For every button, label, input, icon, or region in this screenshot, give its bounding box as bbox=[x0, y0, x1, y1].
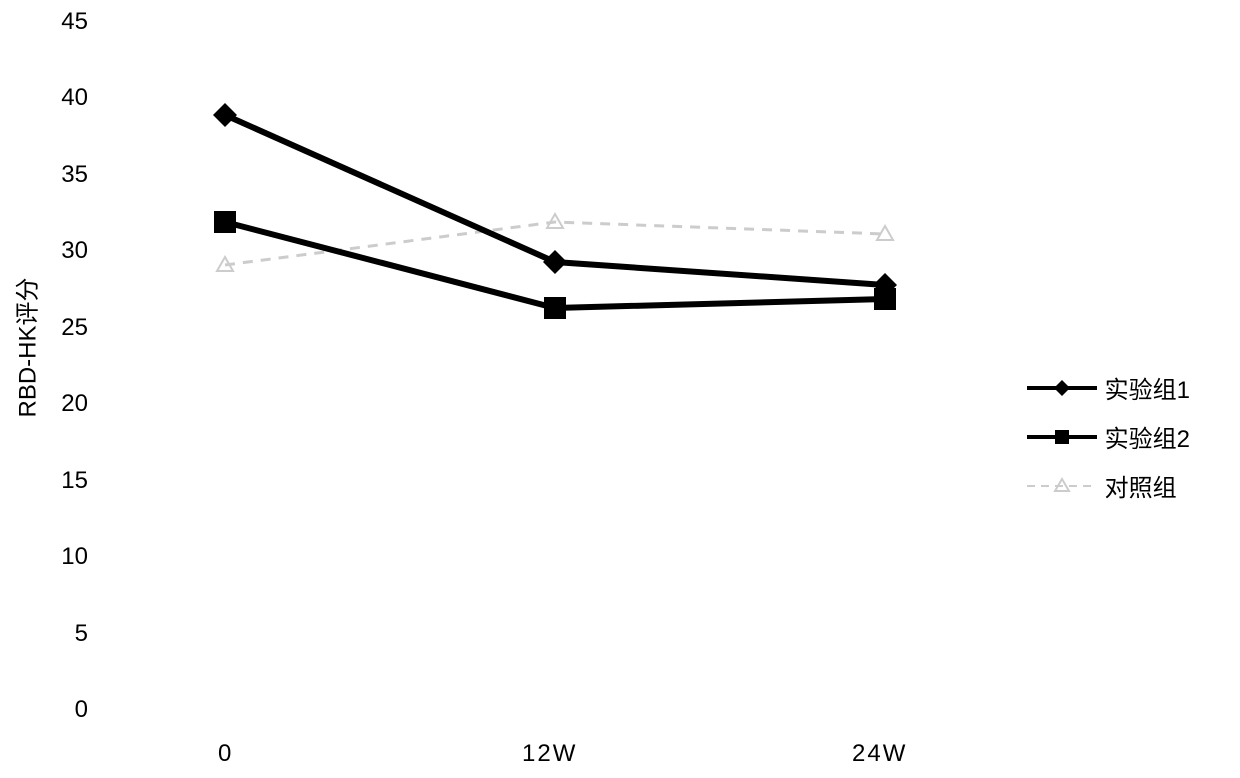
legend-item-control: 对照组 bbox=[1027, 468, 1190, 503]
legend-marker-control bbox=[1027, 476, 1097, 496]
chart-container: 45 40 35 30 25 20 15 10 5 0 RBD-HK评分 0 1… bbox=[0, 0, 1240, 778]
series-exp1 bbox=[213, 103, 897, 297]
legend-label-control: 对照组 bbox=[1105, 468, 1177, 503]
legend-item-exp2: 实验组2 bbox=[1027, 419, 1190, 454]
legend-label-exp2: 实验组2 bbox=[1105, 419, 1190, 454]
legend-marker-exp2 bbox=[1027, 427, 1097, 447]
legend-label-exp1: 实验组1 bbox=[1105, 370, 1190, 405]
legend-item-exp1: 实验组1 bbox=[1027, 370, 1190, 405]
legend: 实验组1 实验组2 对照组 bbox=[1027, 370, 1190, 517]
legend-marker-exp1 bbox=[1027, 378, 1097, 398]
